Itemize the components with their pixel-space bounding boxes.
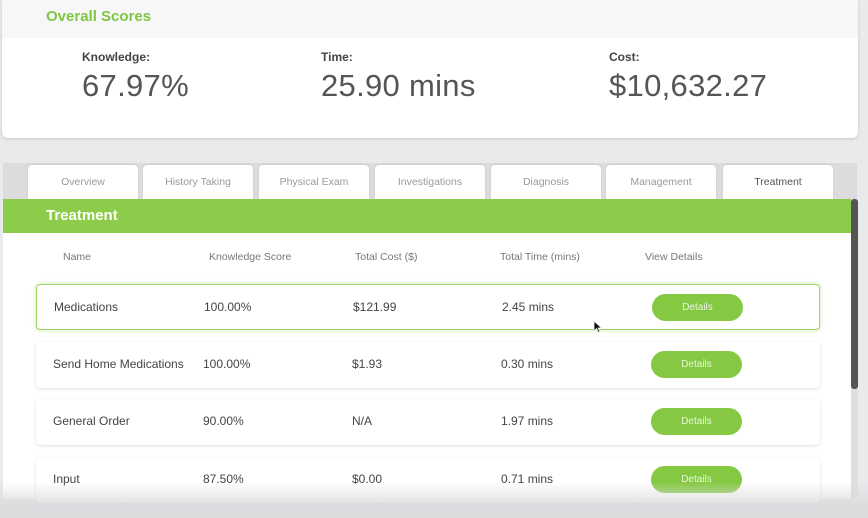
cost-value: $10,632.27: [609, 68, 768, 103]
details-button[interactable]: Details: [652, 294, 743, 321]
overall-scores-title: Overall Scores: [46, 8, 152, 25]
knowledge-value: 67.97%: [82, 68, 189, 103]
table-row[interactable]: Medications 100.00% $121.99 2.45 mins De…: [36, 284, 820, 330]
tab-physical-exam[interactable]: Physical Exam: [259, 165, 369, 199]
column-header-total-cost: Total Cost ($): [355, 251, 418, 263]
row-total-time: 0.71 mins: [501, 472, 554, 486]
knowledge-label: Knowledge:: [82, 50, 150, 64]
tab-treatment[interactable]: Treatment: [723, 165, 833, 199]
column-header-knowledge-score: Knowledge Score: [209, 251, 292, 263]
row-total-time: 0.30 mins: [501, 357, 554, 371]
row-total-time: 2.45 mins: [502, 300, 555, 314]
row-name: Medications: [54, 300, 119, 314]
time-label: Time:: [321, 50, 353, 64]
cost-metric: Cost: $10,632.27: [609, 50, 767, 104]
row-total-time: 1.97 mins: [501, 414, 554, 428]
column-header-view-details: View Details: [645, 251, 703, 263]
panel-scrollbar[interactable]: [851, 199, 858, 499]
details-button[interactable]: Details: [651, 351, 742, 378]
row-name: Send Home Medications: [53, 357, 184, 371]
details-button[interactable]: Details: [651, 408, 742, 435]
cost-label: Cost:: [609, 50, 640, 64]
details-button[interactable]: Details: [651, 466, 742, 493]
section-tabs: Overview History Taking Physical Exam In…: [3, 163, 857, 199]
row-knowledge-score: 90.00%: [203, 414, 244, 428]
row-total-cost: $1.93: [352, 357, 383, 371]
table-row[interactable]: Send Home Medications 100.00% $1.93 0.30…: [36, 342, 820, 388]
row-total-cost: $121.99: [353, 300, 397, 314]
treatment-panel-header: Treatment: [3, 199, 854, 233]
overall-scores-card: Overall Scores Knowledge: 67.97% Time: 2…: [2, 0, 858, 138]
column-header-name: Name: [63, 251, 92, 263]
row-knowledge-score: 100.00%: [203, 357, 251, 371]
row-knowledge-score: 100.00%: [204, 300, 252, 314]
tab-management[interactable]: Management: [606, 165, 716, 199]
tab-history-taking[interactable]: History Taking: [143, 165, 253, 199]
tab-overview[interactable]: Overview: [28, 165, 138, 199]
tab-investigations[interactable]: Investigations: [375, 165, 485, 199]
row-total-cost: N/A: [352, 414, 373, 428]
row-knowledge-score: 87.50%: [203, 472, 244, 486]
treatment-panel: Treatment Name Knowledge Score Total Cos…: [3, 199, 854, 503]
table-row[interactable]: General Order 90.00% N/A 1.97 mins Detai…: [36, 399, 820, 445]
row-total-cost: $0.00: [352, 472, 383, 486]
scrollbar-thumb[interactable]: [851, 199, 858, 389]
treatment-panel-title: Treatment: [46, 207, 118, 224]
overall-scores-header: Overall Scores: [2, 0, 858, 38]
knowledge-metric: Knowledge: 67.97%: [82, 50, 189, 104]
row-name: Input: [53, 472, 80, 486]
mouse-pointer-icon: [593, 320, 603, 334]
column-header-total-time: Total Time (mins): [500, 251, 580, 263]
tab-diagnosis[interactable]: Diagnosis: [491, 165, 601, 199]
table-row[interactable]: Input 87.50% $0.00 0.71 mins Details: [36, 457, 820, 503]
time-metric: Time: 25.90 mins: [321, 50, 476, 104]
time-value: 25.90 mins: [321, 68, 476, 103]
row-name: General Order: [53, 414, 130, 428]
